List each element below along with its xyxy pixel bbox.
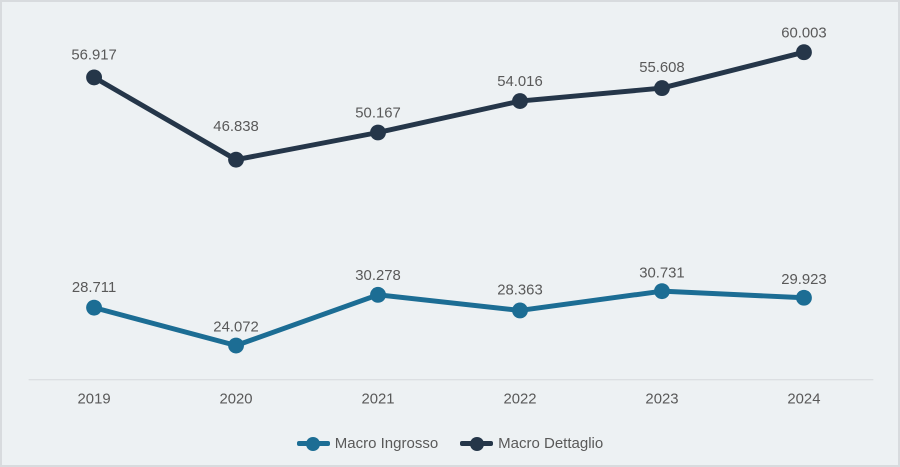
- data-label: 60.003: [781, 25, 826, 41]
- data-point[interactable]: [86, 69, 103, 86]
- data-point[interactable]: [370, 124, 386, 141]
- data-point[interactable]: [228, 151, 244, 168]
- data-label: 29.923: [781, 272, 826, 288]
- data-label: 24.072: [213, 320, 258, 336]
- legend-item-macro-dettaglio[interactable]: Macro Dettaglio: [460, 435, 603, 452]
- data-label: 46.838: [213, 119, 258, 135]
- x-axis-label: 2023: [645, 392, 678, 408]
- x-axis-label: 2024: [787, 392, 820, 408]
- data-label: 54.016: [497, 74, 542, 90]
- x-axis-label: 2020: [220, 392, 253, 408]
- data-point[interactable]: [796, 289, 812, 306]
- data-point[interactable]: [228, 337, 244, 354]
- legend-item-macro-ingrosso[interactable]: Macro Ingrosso: [296, 435, 439, 452]
- data-point[interactable]: [370, 286, 386, 303]
- chart-legend: Macro Ingrosso Macro Dettaglio: [2, 435, 898, 452]
- legend-dot-icon: [469, 436, 484, 451]
- data-label: 30.278: [355, 268, 400, 284]
- data-point[interactable]: [654, 80, 670, 97]
- data-label: 56.917: [71, 48, 116, 64]
- data-label: 50.167: [355, 106, 400, 122]
- series-line-1: [91, 49, 807, 163]
- legend-line-marker-icon: [296, 436, 330, 451]
- data-point[interactable]: [796, 44, 812, 61]
- data-point[interactable]: [512, 302, 528, 319]
- data-label: 28.363: [497, 283, 542, 299]
- data-point[interactable]: [654, 283, 670, 300]
- data-point[interactable]: [512, 93, 528, 110]
- legend-line-marker-icon: [460, 436, 494, 451]
- x-axis-label: 2021: [361, 392, 394, 408]
- x-axis-label: 2022: [503, 392, 536, 408]
- data-point[interactable]: [86, 299, 103, 316]
- data-label: 55.608: [639, 60, 684, 76]
- series-line-0: [91, 288, 807, 348]
- x-axis-label: 2019: [78, 392, 111, 408]
- data-label: 30.731: [639, 265, 684, 281]
- legend-dot-icon: [306, 436, 321, 451]
- legend-label: Macro Dettaglio: [498, 435, 604, 452]
- legend-label: Macro Ingrosso: [334, 435, 439, 452]
- data-label: 28.711: [72, 280, 116, 296]
